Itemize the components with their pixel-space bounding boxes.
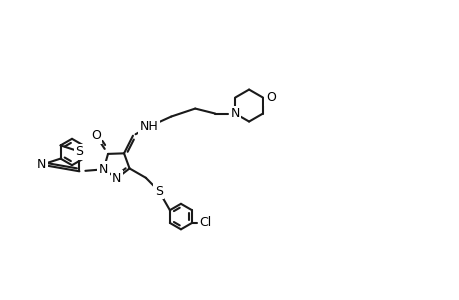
Text: NH: NH xyxy=(140,120,158,133)
Text: N: N xyxy=(230,107,240,120)
Text: O: O xyxy=(265,91,275,104)
Text: S: S xyxy=(75,145,83,158)
Text: S: S xyxy=(155,184,162,197)
Text: O: O xyxy=(91,129,101,142)
Text: N: N xyxy=(99,163,108,176)
Text: Cl: Cl xyxy=(199,216,211,230)
Text: N: N xyxy=(37,158,46,171)
Text: N: N xyxy=(112,172,121,185)
